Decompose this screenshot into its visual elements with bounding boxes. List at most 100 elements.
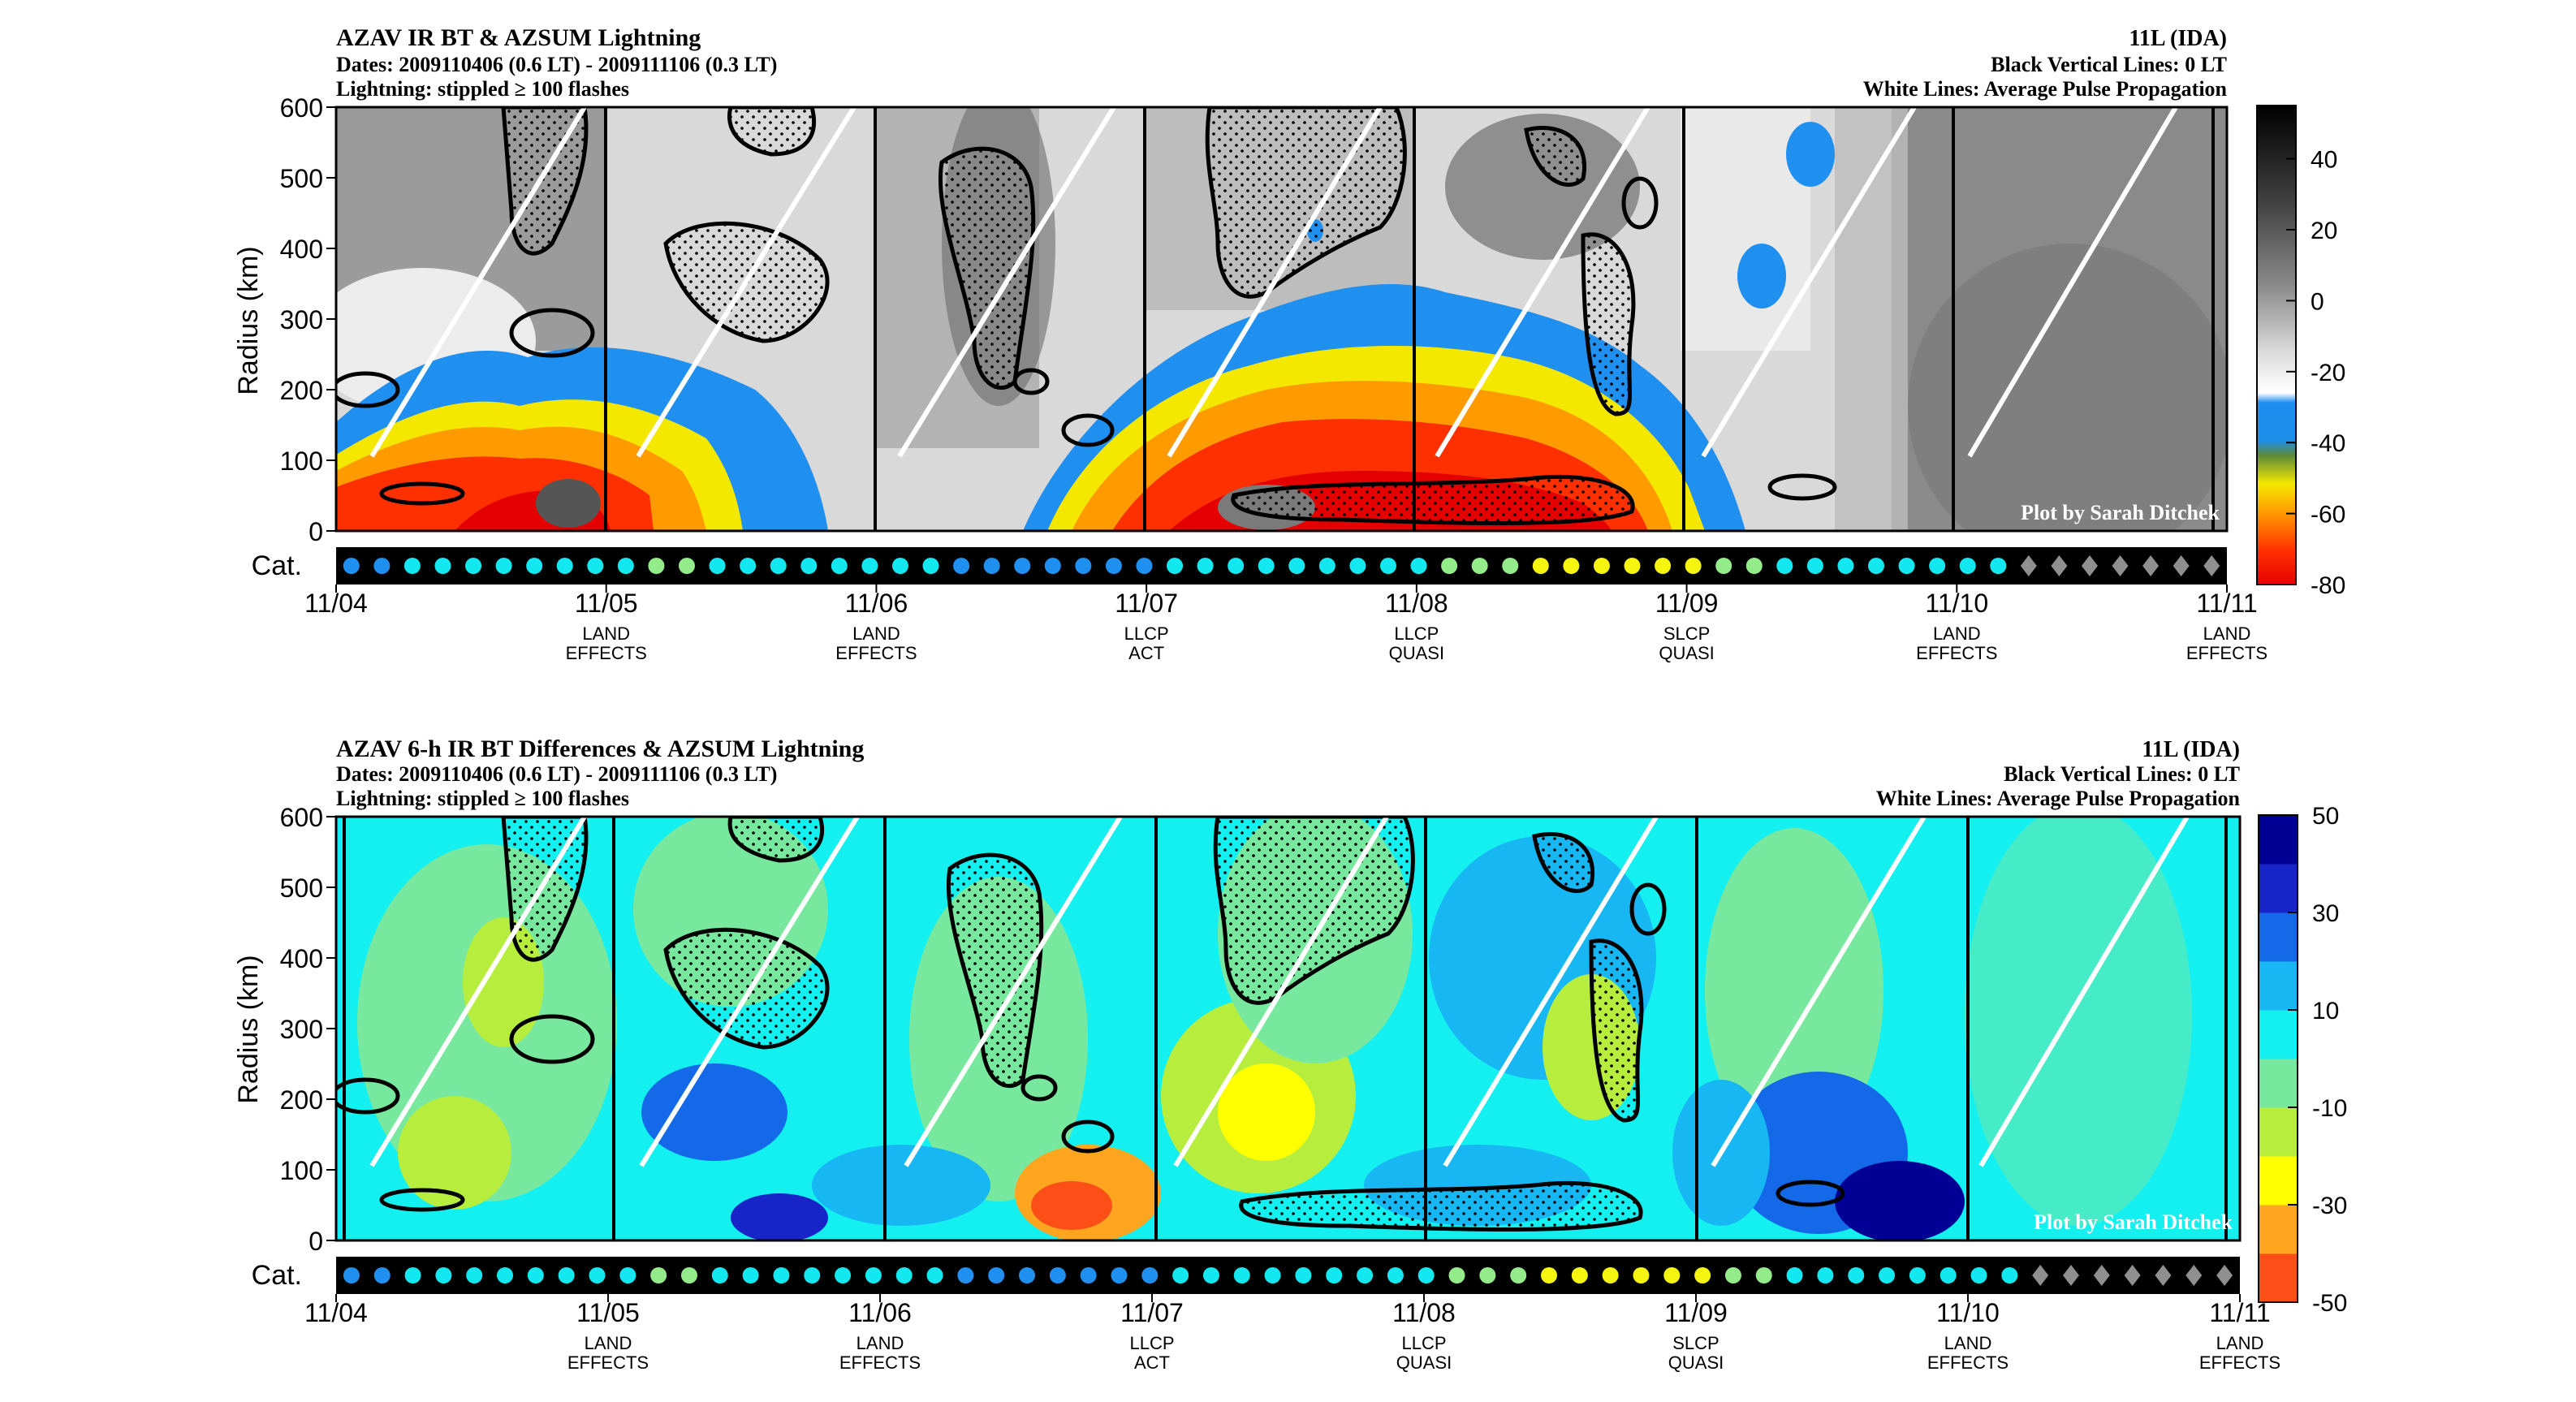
panel-b-category-markers <box>343 1265 2233 1286</box>
panel-a-field <box>336 107 2227 531</box>
category-marker-dot <box>1448 1267 1465 1283</box>
category-marker-dot <box>343 558 360 574</box>
colorbar-block <box>2259 1253 2298 1303</box>
category-marker-dot <box>1417 1267 1435 1283</box>
xtick-label: 11/07 <box>1115 589 1178 618</box>
category-marker-dot <box>1441 558 1458 574</box>
category-marker-diamond <box>2186 1265 2203 1286</box>
category-marker-dot <box>770 558 787 574</box>
category-marker-dot <box>587 558 604 574</box>
category-marker-dot <box>1044 558 1061 574</box>
category-marker-dot <box>619 1267 636 1283</box>
xtick-label: 11/09 <box>1664 1298 1728 1327</box>
day-label-line1: LAND <box>582 623 630 644</box>
panel-a-title: AZAV IR BT & AZSUM Lightning <box>336 24 701 51</box>
category-marker-dot <box>648 558 665 574</box>
panel-b-white-lines-note: White Lines: Average Pulse Propagation <box>1876 787 2241 810</box>
panel-a-ylabel: Radius (km) <box>233 246 264 395</box>
panel-b-colorbar-ticks: 50 30 10 -10 -30 -50 <box>2288 803 2347 1317</box>
category-marker-dot <box>527 1267 544 1283</box>
xtick-label: 11/11 <box>2196 589 2257 618</box>
colorbar-frame <box>2258 814 2298 1303</box>
day-label-line1: LAND <box>1944 1333 1992 1353</box>
colorbar-block <box>2259 1156 2298 1206</box>
colorbar-tick-label: -30 <box>2312 1193 2347 1219</box>
colorbar-block <box>2259 1205 2298 1254</box>
colorbar-block <box>2259 815 2298 865</box>
panel-a-cat-label: Cat. <box>252 550 302 581</box>
panel-a-xticks: 11/04 11/05LANDEFFECTS11/06LANDEFFECTS11/… <box>304 585 2267 663</box>
category-marker-dot <box>617 558 634 574</box>
day-label-line2: EFFECTS <box>835 643 917 663</box>
category-marker-dot <box>1111 1267 1128 1283</box>
ytick-label: 0 <box>309 1227 323 1256</box>
ytick-label: 600 <box>280 93 323 123</box>
category-marker-dot <box>1387 1267 1404 1283</box>
xtick-label: 11/09 <box>1655 589 1719 618</box>
panel-a-colorbar <box>2256 105 2297 585</box>
category-marker-dot <box>1197 558 1214 574</box>
category-marker-dot <box>1868 558 1885 574</box>
category-marker-dot <box>1233 1267 1250 1283</box>
category-marker-dot <box>1326 1267 1343 1283</box>
colorbar-block <box>2259 1059 2298 1108</box>
category-marker-dot <box>556 558 573 574</box>
panel-b-yticks: 0 100 200 300 400 500 600 <box>280 803 336 1256</box>
day-label-line1: LAND <box>2216 1333 2264 1353</box>
panel-b-colorbar <box>2258 814 2298 1303</box>
ytick-label: 300 <box>280 1015 323 1044</box>
day-label-line1: LLCP <box>1124 623 1169 644</box>
category-marker-dot <box>1685 558 1702 574</box>
xtick-label: 11/04 <box>304 1298 368 1327</box>
category-marker-dot <box>373 558 390 574</box>
category-marker-dot <box>1295 1267 1312 1283</box>
colorbar-tick-label: 10 <box>2312 998 2339 1025</box>
xtick-label: 11/06 <box>848 1298 912 1327</box>
category-marker-dot <box>1410 558 1427 574</box>
colorbar-block <box>2259 1107 2298 1157</box>
day-label-line2: EFFECTS <box>2186 643 2267 663</box>
category-marker-dot <box>1202 1267 1219 1283</box>
day-label-line2: QUASI <box>1396 1352 1452 1373</box>
category-marker-dot <box>1258 558 1275 574</box>
day-label-line2: EFFECTS <box>1927 1352 2009 1373</box>
category-marker-dot <box>1929 558 1946 574</box>
category-marker-dot <box>1357 1267 1374 1283</box>
category-marker-dot <box>1970 1267 1987 1283</box>
ytick-label: 200 <box>280 1085 323 1115</box>
category-marker-diamond <box>2155 1265 2172 1286</box>
day-label-line1: SLCP <box>1663 623 1710 644</box>
category-marker-dot <box>1694 1267 1711 1283</box>
category-marker-dot <box>1563 558 1580 574</box>
panel-b-dates: Dates: 2009110406 (0.6 LT) - 2009111106 … <box>336 762 777 786</box>
category-marker-dot <box>678 558 695 574</box>
category-marker-dot <box>835 1267 852 1283</box>
category-marker-dot <box>1228 558 1245 574</box>
category-marker-dot <box>1288 558 1305 574</box>
category-marker-dot <box>831 558 848 574</box>
category-marker-dot <box>1532 558 1549 574</box>
category-marker-diamond <box>2032 1265 2049 1286</box>
category-marker-dot <box>1663 1267 1681 1283</box>
category-marker-dot <box>865 1267 882 1283</box>
panel-a-watermark: Plot by Sarah Ditchek <box>2021 501 2220 524</box>
category-marker-dot <box>373 1267 390 1283</box>
category-marker-diamond <box>2173 555 2190 576</box>
panel-a-black-lines-note: Black Vertical Lines: 0 LT <box>1991 53 2227 76</box>
ytick-label: 100 <box>280 446 323 476</box>
category-marker-dot <box>1755 1267 1772 1283</box>
colorbar-tick-label: 50 <box>2312 803 2339 830</box>
category-marker-dot <box>711 1267 728 1283</box>
panel-a-storm-label: 11L (IDA) <box>2129 26 2227 51</box>
day-label-line2: EFFECTS <box>1916 643 1997 663</box>
panel-a-lightning-note: Lightning: stippled ≥ 100 flashes <box>336 77 629 101</box>
category-marker-diamond <box>2112 555 2129 576</box>
category-marker-dot <box>495 558 512 574</box>
category-marker-dot <box>1141 1267 1159 1283</box>
category-marker-dot <box>1959 558 1976 574</box>
colorbar-tick-label: -60 <box>2311 502 2345 528</box>
xtick-label: 11/06 <box>845 589 908 618</box>
category-marker-dot <box>1624 558 1641 574</box>
colorbar-tick-label: -10 <box>2312 1095 2347 1122</box>
